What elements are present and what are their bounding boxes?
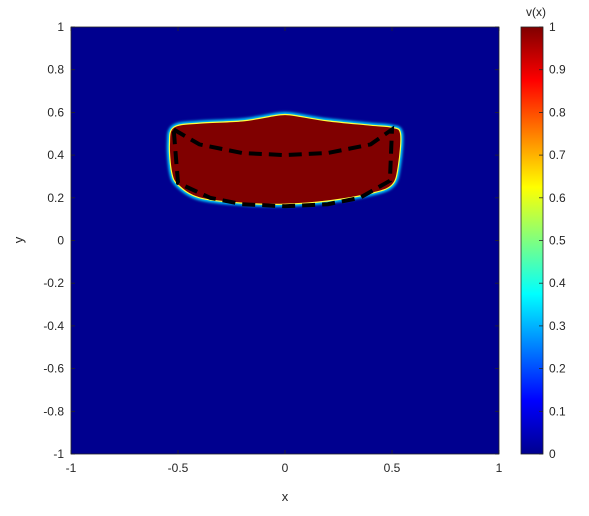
x-axis-label: x — [282, 489, 289, 504]
x-tick-label: -0.5 — [168, 461, 189, 475]
y-tick-label: 0.6 — [47, 105, 64, 119]
colorbar-tick-label: 0.2 — [549, 362, 566, 376]
x-tick-label: -1 — [66, 461, 77, 475]
y-axis-ticks: 1 0.8 0.6 0.4 0.2 0 -0.2 -0.4 -0.6 -0.8 -1 — [43, 20, 499, 461]
y-tick-label: 0.2 — [47, 191, 64, 205]
y-tick-label: 1 — [57, 20, 64, 34]
colorbar-tick-label: 0.6 — [549, 191, 566, 205]
x-tick-label: 1 — [496, 461, 503, 475]
y-tick-label: -0.2 — [43, 276, 64, 290]
dashed-boundary-curve — [171, 125, 395, 209]
y-tick-label: 0.8 — [47, 63, 64, 77]
colorbar-ticks: 1 0.9 0.8 0.7 0.6 0.5 0.4 0.3 0.2 0.1 0 — [539, 20, 566, 461]
plot-background — [71, 27, 499, 454]
colorbar-label: v(x) — [526, 5, 546, 19]
y-axis-label: y — [11, 236, 26, 243]
y-tick-label: -0.6 — [43, 362, 64, 376]
y-tick-label: -0.4 — [43, 319, 64, 333]
colorbar-tick-label: 1 — [549, 20, 556, 34]
colorbar-tick-label: 0.8 — [549, 105, 566, 119]
colorbar-tick-label: 0.9 — [549, 63, 566, 77]
y-tick-label: -0.8 — [43, 404, 64, 418]
heatmap-region — [168, 113, 402, 205]
x-tick-label: 0.5 — [384, 461, 401, 475]
x-axis-ticks: -1 -0.5 0 0.5 1 — [66, 27, 503, 475]
y-tick-label: -1 — [53, 447, 64, 461]
colorbar-tick-label: 0.5 — [549, 234, 566, 248]
y-tick-label: 0.4 — [47, 148, 64, 162]
colorbar-tick-label: 0.1 — [549, 404, 566, 418]
colorbar-tick-label: 0.3 — [549, 319, 566, 333]
y-tick-label: 0 — [57, 234, 64, 248]
x-tick-label: 0 — [282, 461, 289, 475]
colorbar-tick-label: 0.7 — [549, 148, 566, 162]
colorbar-tick-label: 0 — [549, 447, 556, 461]
colorbar-tick-label: 0.4 — [549, 276, 566, 290]
